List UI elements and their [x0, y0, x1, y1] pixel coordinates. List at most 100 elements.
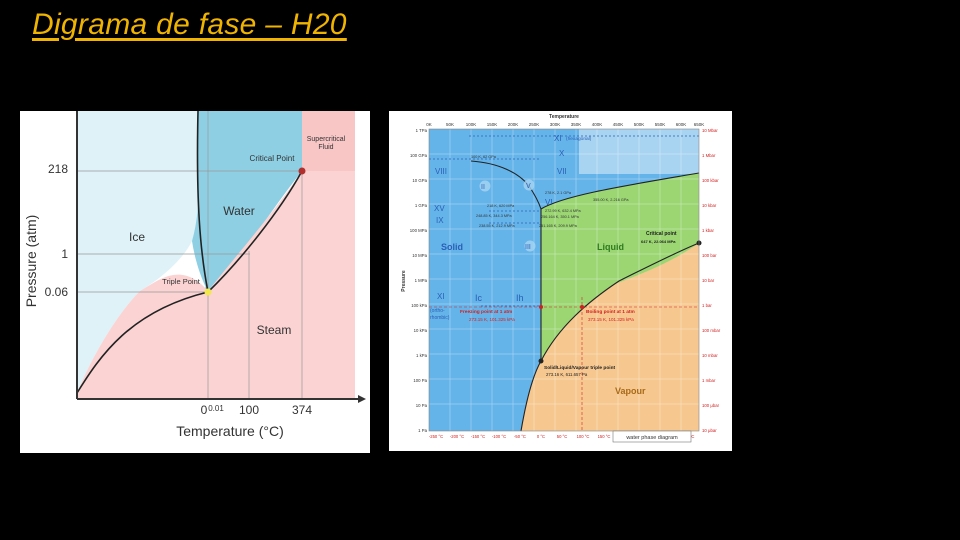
critical-point-label: Critical Point	[250, 154, 296, 163]
top-tick: 250K	[529, 122, 540, 127]
liquid-region-2	[541, 173, 699, 361]
left-tick: 10 Pa	[416, 403, 428, 408]
water-region-lower	[192, 111, 302, 291]
left-tick: 1 Pa	[418, 428, 427, 433]
annotation-8: 238.55 K, 212.9 MPa	[479, 224, 516, 228]
bottom-tick: -100 °C	[492, 434, 506, 439]
left-tick: 100 GPa	[410, 153, 428, 158]
bottom-tick: 0 °C	[537, 434, 545, 439]
ice-phase-boundaries	[429, 135, 699, 307]
freezing-point-title: Freezing point at 1 atm	[460, 309, 512, 315]
right-tick: 1 Mbar	[702, 153, 716, 158]
left-tick: 10 GPa	[412, 178, 427, 183]
left-ticks: 1 TPa 100 GPa 10 GPa 1 GPa 100 MPa 10 MP…	[410, 128, 428, 433]
y-tick-0-06: 0.06	[45, 285, 69, 299]
vapour-label: Vapour	[615, 386, 646, 396]
ice-vi-label: VI	[545, 198, 553, 207]
annotations: 100 K, 62 GPa 278 K, 2.1 GPa 355.00 K, 2…	[471, 155, 629, 228]
triple-point-title: Solid/Liquid/Vapour triple point	[544, 365, 616, 371]
ice-xi-hex-label: XI	[554, 134, 562, 143]
top-tick: 550K	[655, 122, 666, 127]
ice-v-bubble	[523, 179, 535, 191]
right-tick: 1 mbar	[702, 378, 716, 383]
right-tick: 10 kbar	[702, 203, 717, 208]
bottom-tick: 150 °C	[598, 434, 611, 439]
critical-point-title: Critical point	[646, 231, 677, 237]
supercritical-region	[302, 111, 355, 171]
detailed-phase-diagram-svg: Temperature 0K 50K 100K 150K 200K 250K 3…	[401, 114, 721, 443]
freezing-point-value: 273.15 K, 101.325 kPa	[469, 317, 515, 322]
ice-xv-label: XV	[434, 204, 445, 213]
ice-xi-hex-note: (hexagonal)	[566, 136, 592, 142]
ice-ih-label: Ih	[516, 293, 524, 303]
x-axis-arrow	[358, 395, 366, 403]
left-tick: 1 GPa	[415, 203, 428, 208]
left-tick: 100 kPa	[411, 303, 427, 308]
triple-point-label: Triple Point	[162, 277, 201, 286]
vaporization-curve	[207, 170, 303, 293]
right-tick: 100 kbar	[702, 178, 719, 183]
top-axis-title: Temperature	[549, 114, 579, 120]
top-tick: 650K	[694, 122, 705, 127]
bottom-tick: -150 °C	[471, 434, 485, 439]
liquid-label: Liquid	[597, 242, 624, 252]
bottom-tick: 50 °C	[557, 434, 568, 439]
plot-frame	[428, 128, 700, 432]
x-tick-374: 374	[292, 403, 312, 417]
top-tick: 50K	[446, 122, 454, 127]
top-tick: 0K	[426, 122, 432, 127]
right-tick: 100 μbar	[702, 403, 720, 408]
right-tick: 10 mbar	[702, 353, 718, 358]
left-tick: 1 TPa	[416, 128, 428, 133]
bottom-tick: -200 °C	[450, 434, 464, 439]
supercritical-label: Supercritical Fluid	[307, 136, 346, 151]
annotation-6: 248.85 K, 344.3 MPa	[476, 214, 513, 218]
left-tick: 1 kPa	[416, 353, 428, 358]
top-tick: 500K	[634, 122, 645, 127]
bottom-tick: -50 °C	[514, 434, 526, 439]
annotation-2: 278 K, 2.1 GPa	[545, 191, 572, 195]
top-tick: 400K	[592, 122, 603, 127]
annotation-9: 251.165 K, 209.9 MPa	[539, 224, 578, 228]
ice-iii-bubble	[524, 240, 536, 252]
ice-ii-label: II	[481, 184, 485, 191]
top-tick: 100K	[466, 122, 477, 127]
ice-ic-label: Ic	[475, 293, 483, 303]
ice-xi-ortho-note2: rhombic)	[430, 315, 450, 321]
x-tick-0: 0	[201, 403, 208, 417]
sublimation-curve	[76, 291, 209, 394]
right-ticks: 10 Mbar 1 Mbar 100 kbar 10 kbar 1 kbar 1…	[702, 128, 721, 433]
y-tick-1: 1	[61, 247, 68, 261]
triple-point-marker	[538, 358, 544, 364]
ice-region	[77, 111, 199, 393]
top-tick: 150K	[487, 122, 498, 127]
x-tick-0-01: 0.01	[208, 404, 224, 413]
simple-phase-diagram-svg: 218 1 0.06 0 0.01 100 374 Temperature (°…	[23, 111, 366, 439]
ice-viii-label: VIII	[435, 167, 447, 176]
right-tick: 100 bar	[702, 253, 717, 258]
detailed-phase-diagram: Temperature 0K 50K 100K 150K 200K 250K 3…	[389, 111, 732, 451]
right-tick: 10 Mbar	[702, 128, 718, 133]
phase-labels: XI (hexagonal) X VIII VII II V VI XV IX …	[430, 134, 592, 321]
solid-region	[429, 129, 699, 431]
right-tick: 100 mbar	[702, 328, 721, 333]
right-tick: 1 kbar	[702, 228, 715, 233]
boiling-point-value: 373.15 K, 101.325 kPa	[588, 317, 634, 322]
critical-point-value: 647 K, 22.064 MPa	[641, 239, 676, 244]
ice-v-label: V	[526, 183, 531, 190]
critical-point-marker	[298, 167, 306, 175]
solid-label: Solid	[441, 242, 463, 252]
top-tick: 300K	[550, 122, 561, 127]
ice-ix-label: IX	[436, 216, 444, 225]
triple-point-marker	[204, 288, 212, 296]
annotation-5: 272.99 K, 632.4 MPa	[545, 209, 582, 213]
ice-x-label: X	[559, 149, 565, 158]
top-tick: 450K	[613, 122, 624, 127]
grid	[429, 129, 699, 431]
left-tick: 100 Pa	[413, 378, 427, 383]
slide-title: Digrama de fase – H20	[32, 8, 347, 41]
ice-xi-ortho-note1: (ortho-	[430, 308, 445, 314]
x-axis-label: Temperature (°C)	[176, 423, 284, 439]
melting-curve	[196, 111, 209, 293]
top-ticks: 0K 50K 100K 150K 200K 250K 300K 350K 400…	[426, 122, 704, 127]
